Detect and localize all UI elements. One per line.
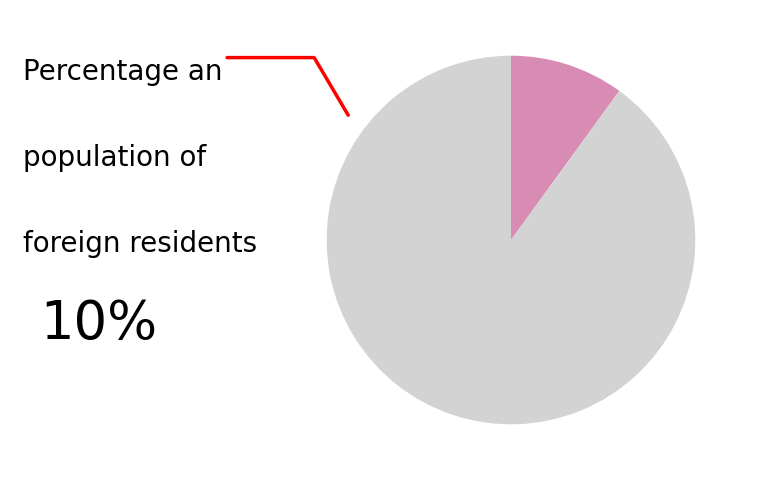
Text: Percentage an: Percentage an [23, 58, 223, 85]
Text: foreign residents: foreign residents [23, 230, 257, 258]
Wedge shape [327, 56, 695, 424]
Wedge shape [511, 56, 619, 240]
Text: 10%: 10% [40, 298, 157, 349]
Text: population of: population of [23, 144, 206, 172]
